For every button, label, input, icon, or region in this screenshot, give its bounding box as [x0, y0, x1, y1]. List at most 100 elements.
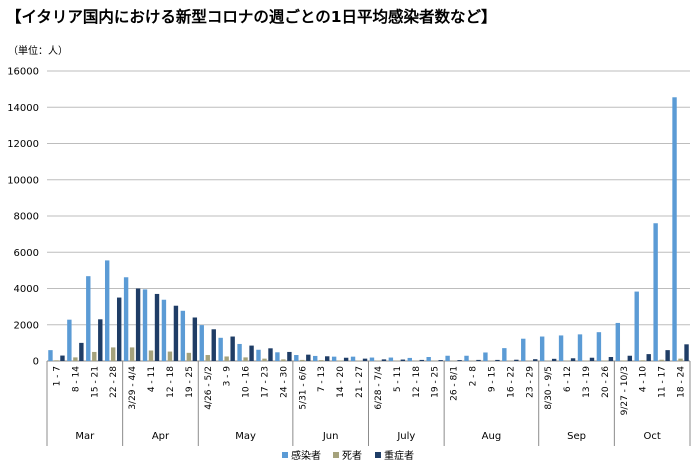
- bar-重症者: [230, 336, 235, 361]
- bar-重症者: [287, 351, 292, 361]
- y-tick-label: 2000: [14, 320, 39, 331]
- bar-重症者: [79, 342, 84, 362]
- x-tick-label: 7 - 13: [317, 366, 327, 392]
- grid-layer: [47, 70, 690, 362]
- x-tick-label: 4 - 11: [147, 366, 157, 392]
- bar-感染者: [445, 355, 450, 361]
- y-tick-label: 6000: [14, 248, 39, 259]
- bar-死者: [300, 359, 305, 361]
- y-tick-label: 4000: [14, 284, 39, 295]
- legend-label: 感染者: [291, 449, 321, 462]
- x-tick-label: 3/29 - 4/4: [128, 366, 138, 410]
- x-tick-label: 12 - 18: [412, 366, 422, 398]
- bar-重症者: [514, 359, 519, 361]
- y-tick-label: 14000: [7, 103, 39, 114]
- x-tick-label: 4 - 10: [639, 366, 649, 392]
- bar-重症者: [211, 329, 216, 361]
- bar-重症者: [533, 359, 538, 361]
- legend-swatch: [282, 452, 288, 458]
- bar-死者: [92, 351, 97, 361]
- bar-死者: [54, 360, 59, 361]
- y-tick-label: 16000: [7, 67, 39, 78]
- x-axis-ticks: 1 - 7 8 - 14 15 - 21 22 - 28 3/29 - 4/4 4 - 1…: [52, 366, 686, 416]
- month-label: July: [396, 431, 415, 442]
- bar-感染者: [256, 349, 261, 361]
- bar-感染者: [407, 357, 412, 361]
- bar-重症者: [589, 357, 595, 361]
- x-tick-label: 5 - 11: [393, 366, 403, 392]
- bar-重症者: [495, 359, 500, 361]
- bar-死者: [205, 355, 210, 361]
- bar-死者: [640, 360, 645, 361]
- bar-重症者: [192, 317, 198, 361]
- y-axis-ticks: 0 2000 4000 6000 8000 10000 12000 14000 16000: [7, 67, 39, 368]
- bar-感染者: [426, 357, 431, 361]
- x-tick-label: 10 - 16: [242, 366, 252, 398]
- bar-感染者: [577, 334, 583, 361]
- bar-感染者: [464, 355, 469, 361]
- bar-感染者: [502, 348, 507, 361]
- bar-感染者: [67, 319, 72, 361]
- x-tick-label: 9 - 15: [487, 366, 497, 392]
- bar-死者: [319, 360, 324, 361]
- x-tick-label: 24 - 30: [279, 366, 289, 398]
- bar-感染者: [388, 357, 394, 361]
- bar-重症者: [343, 357, 349, 361]
- y-tick-label: 8000: [14, 212, 39, 223]
- month-label: May: [235, 431, 256, 442]
- month-label: Mar: [75, 431, 95, 442]
- x-tick-label: 15 - 21: [90, 366, 100, 398]
- bar-死者: [186, 352, 192, 361]
- x-tick-label: 1 - 7: [52, 366, 62, 386]
- x-tick-label: 16 - 22: [506, 366, 516, 398]
- bar-重症者: [438, 360, 443, 361]
- x-tick-label: 4/26 - 5/2: [204, 366, 214, 410]
- bar-重症者: [665, 350, 670, 362]
- bar-感染者: [218, 337, 223, 361]
- legend-swatch: [375, 452, 381, 458]
- x-tick-label: 23 - 29: [525, 366, 535, 398]
- bar-重症者: [381, 359, 387, 361]
- bar-重症者: [362, 358, 368, 361]
- x-tick-label: 21 - 27: [355, 366, 365, 398]
- legend-swatch: [333, 452, 339, 458]
- bar-死者: [129, 347, 135, 361]
- x-tick-label: 2 - 8: [469, 366, 479, 387]
- legend-label: 重症者: [384, 449, 414, 462]
- bar-死者: [659, 359, 664, 361]
- x-tick-label: 26 - 8/1: [450, 366, 460, 401]
- bars: [48, 97, 689, 362]
- x-tick-label: 3 - 9: [223, 366, 233, 387]
- bar-重症者: [646, 354, 651, 361]
- bar-感染者: [142, 289, 148, 361]
- bar-感染者: [86, 276, 91, 361]
- bar-感染者: [313, 355, 318, 361]
- bar-重症者: [400, 359, 406, 361]
- bar-重症者: [457, 360, 462, 361]
- bar-感染者: [48, 350, 53, 362]
- bar-重症者: [684, 344, 689, 361]
- x-tick-label: 5/31 - 6/6: [298, 366, 308, 410]
- unit-label: （単位：人）: [8, 44, 68, 57]
- month-label: Sep: [567, 431, 586, 442]
- bar-死者: [281, 359, 286, 361]
- bar-死者: [148, 350, 154, 361]
- bar-重症者: [306, 354, 311, 361]
- bar-感染者: [634, 291, 639, 361]
- bar-感染者: [558, 335, 564, 361]
- bar-重症者: [60, 355, 65, 361]
- bar-感染者: [653, 223, 658, 361]
- x-tick-label: 18 - 24: [677, 366, 687, 398]
- y-tick-label: 12000: [7, 139, 39, 150]
- bar-感染者: [539, 336, 545, 361]
- bar-感染者: [161, 299, 167, 361]
- bar-感染者: [199, 325, 204, 361]
- bar-重症者: [476, 359, 481, 361]
- bar-感染者: [180, 310, 186, 361]
- bar-感染者: [331, 356, 337, 361]
- month-label: Oct: [644, 431, 661, 442]
- x-tick-label: 14 - 20: [336, 366, 346, 398]
- bar-重症者: [268, 348, 273, 361]
- x-tick-label: 8 - 14: [71, 366, 81, 392]
